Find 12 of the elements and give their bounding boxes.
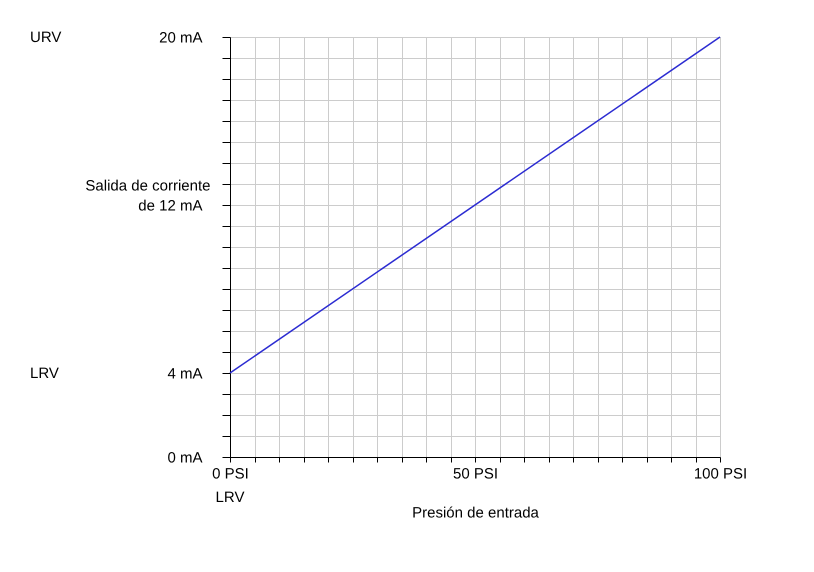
x-tick-label: 0 PSI [212,466,249,482]
text: URV [30,29,62,46]
text: LRV [30,365,59,382]
text: LRV [216,489,244,506]
y-axis-title: Salida de corriente [85,178,210,194]
y-tick-label: 4 mA [167,366,202,382]
y-tick-label: de 12 mA [138,198,202,214]
y-tick-label: 20 mA [159,30,202,46]
y-tick-label: 0 mA [167,450,202,466]
x-tick-label: 100 PSI [694,466,748,482]
x-axis-title: Presión de entrada [412,504,540,522]
x-tick-label: 50 PSI [452,466,498,482]
